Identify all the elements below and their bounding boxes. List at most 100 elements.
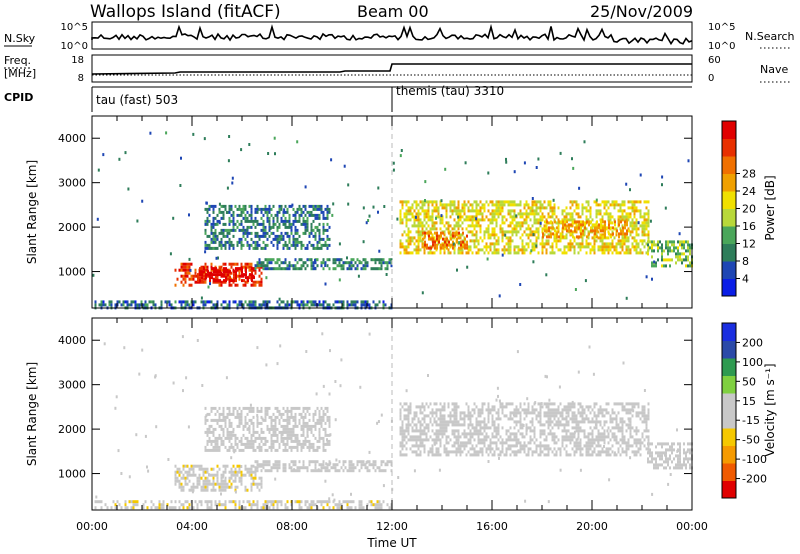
echo-cell [431,438,434,442]
nsky-tick-top-left: 10^5 [61,22,88,33]
echo-cell [624,232,626,236]
echo-cell [577,206,580,210]
echo-cell [210,467,213,471]
echo-cell [234,448,237,452]
echo-cell [215,276,217,280]
echo-cell [461,411,464,415]
echo-cell [266,237,269,241]
echo-cell [192,467,195,471]
echo-cell [515,435,518,439]
echo-cell [615,200,618,204]
echo-cell [296,469,299,473]
echo-cell [256,415,259,419]
echo-cell [268,207,271,211]
echo-cell [314,204,317,208]
echo-cell [230,421,233,425]
echo-cell [602,226,604,230]
echo-cell [462,240,464,244]
echo-cell [421,432,424,436]
echo-cell [238,421,241,425]
echo-cell [284,267,287,271]
echo-cell [338,500,341,504]
echo-cell [210,500,213,504]
echo-cell [437,435,440,439]
echo-cell [266,243,269,247]
echo-cell [409,209,412,213]
echo-cell [240,436,243,440]
echo-cell [186,470,189,474]
echo-cell [501,239,504,243]
echo-cell [266,216,269,220]
echo-cell [232,479,235,483]
echo-cell [258,476,261,480]
echo-cell [590,226,592,230]
echo-cell [473,450,476,454]
echo-cell [593,248,596,252]
beam-title: Beam 00 [357,2,429,21]
echo-cell [288,204,291,208]
echo-cell [254,439,257,443]
echo-cell [421,444,424,448]
nsky-tick-top-right: 10^5 [708,22,735,33]
echo-cell [607,230,610,234]
echo-cell [603,206,606,210]
echo-cell [254,303,257,307]
echo-cell [563,209,566,213]
echo-cell [266,500,269,504]
echo-cell [495,426,498,430]
echo-cell [310,469,313,473]
echo-cell [457,432,460,436]
echo-cell [222,488,225,492]
echo-cell [268,267,271,271]
echo-cell [639,251,642,255]
echo-cell [505,447,508,451]
echo-cell [204,418,207,422]
echo-cell [409,218,412,222]
echo-cell [326,303,329,307]
echo-cell [272,225,275,229]
echo-cell [328,506,331,510]
echo-cell [216,418,219,422]
echo-cell [218,445,221,449]
echo-cell [236,412,239,416]
echo-cell [443,248,446,252]
echo-cell [222,470,225,474]
echo-cell [555,435,558,439]
echo-cell [208,246,211,250]
echo-cell [290,406,293,410]
echo-cell [415,230,418,234]
echo-cell [249,273,251,277]
echo-cell [550,220,552,224]
echo-cell [216,479,219,483]
echo-cell [278,297,281,301]
echo-cell [224,280,227,284]
echo-cell [427,206,430,210]
echo-cell [300,258,303,262]
echo-cell [302,418,305,422]
echo-cell [515,245,518,249]
echo-cell [427,414,430,418]
echo-cell [100,506,103,510]
echo-cell [417,209,420,213]
echo-cell [436,237,438,241]
echo-cell [242,231,245,235]
echo-cell [559,248,562,252]
echo-cell [244,283,247,287]
echo-cell [218,406,221,410]
echo-cell [304,207,307,211]
echo-cell [419,224,422,228]
echo-cell [565,215,568,219]
echo-cell [318,213,321,217]
echo-cell [184,271,187,275]
echo-cell [215,270,217,274]
echo-cell [401,441,404,445]
echo-cell [677,240,679,244]
echo-cell [427,224,430,228]
echo-cell [142,506,145,510]
echo-cell [505,402,508,406]
echo-cell [220,265,223,269]
echo-cell [272,439,275,443]
echo-cell [477,221,480,225]
echo-cell [469,429,472,433]
echo-cell [603,212,606,216]
